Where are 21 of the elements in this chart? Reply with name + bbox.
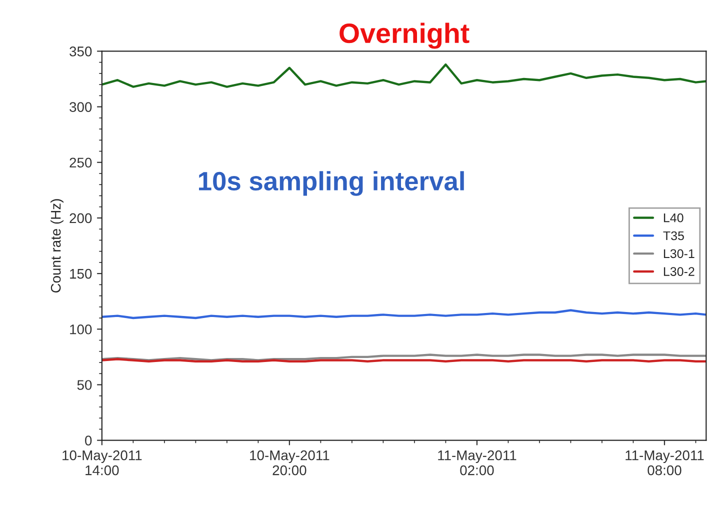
x-tick-label: 10-May-2011 20:00 <box>250 450 330 476</box>
y-tick-label: 350 <box>70 46 92 56</box>
y-tick-label: 0 <box>85 436 92 446</box>
y-axis-title: Count rate (Hz) <box>50 199 64 293</box>
y-tick-label: 250 <box>70 158 92 168</box>
y-tick-label: 100 <box>70 324 92 334</box>
y-tick-label: 300 <box>70 102 92 112</box>
chart-title: Overnight <box>340 22 470 49</box>
line-series <box>102 309 706 320</box>
x-tick-label: 11-May-2011 02:00 <box>438 450 516 476</box>
legend-label: L40 <box>664 213 684 222</box>
legend-label: T35 <box>663 231 684 240</box>
legend-label: L30-1 <box>664 249 694 258</box>
annotation: 10s sampling interval <box>199 171 464 196</box>
y-tick-label: 50 <box>77 380 92 390</box>
y-tick-label: 150 <box>70 268 92 279</box>
legend-label: L30-2 <box>664 267 694 276</box>
y-tick-label: 200 <box>70 213 92 224</box>
line-series <box>102 63 706 88</box>
x-tick-label: 10-May-2011 14:00 <box>62 450 142 476</box>
x-tick-label: 11-May-2011 08:00 <box>626 450 704 476</box>
